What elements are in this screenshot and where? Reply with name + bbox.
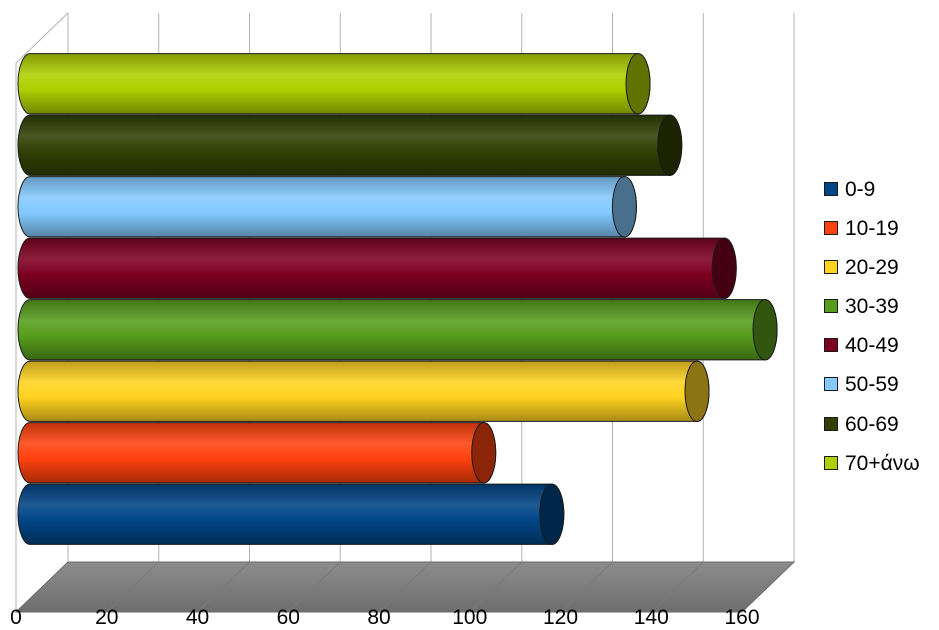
bar-body [17,299,778,361]
legend-swatch [824,221,838,236]
bar-end-cap [471,422,497,484]
bar-end-cap [539,483,565,545]
legend-item: 20-29 [824,256,934,295]
legend-swatch [824,182,838,196]
legend-swatch [824,299,838,314]
legend-swatch [824,260,838,275]
bar-end-cap [611,176,637,238]
bar-end-cap [711,237,737,299]
legend-label: 10-19 [845,217,899,241]
legend-label: 30-39 [845,295,899,319]
bar-end-cap [657,114,683,176]
side-wall-top-edge [15,12,69,64]
bar-body [17,114,683,176]
floor-gridline-20 [106,561,160,613]
x-tick-label: 120 [543,606,578,629]
bar-20-29 [17,360,710,422]
x-tick-label: 40 [186,606,209,629]
bar-body [17,360,710,422]
legend-swatch [824,455,838,470]
floor-gridline-80 [378,561,432,613]
floor-gridline-40 [197,561,250,613]
legend: 0-9 10-19 20-29 30-39 40-49 50-59 60-69 70+άνω [824,178,934,491]
x-tick-label: 100 [452,606,487,629]
bar-end-cap [625,53,651,115]
x-tick-label: 60 [277,606,300,629]
legend-label: 60-69 [845,412,899,436]
chart-floor [14,561,796,613]
bar-60-69 [17,114,683,176]
floor-gridline-120 [560,561,613,613]
legend-label: 0-9 [845,178,876,201]
bar-40-49 [17,237,737,299]
bar-10-19 [17,422,497,484]
legend-label: 70+άνω [845,451,920,475]
legend-item: 30-39 [824,295,934,334]
x-tick-label: 0 [10,606,22,629]
x-tick-label: 20 [95,606,118,629]
bar-30-39 [17,299,778,361]
x-axis-ticks: 0 20 40 60 80 100 120 140 160 [10,606,759,629]
bar-70+άνω [17,53,651,115]
legend-swatch [824,416,838,431]
bar-body [17,422,497,484]
floor-gridline-60 [287,561,341,613]
legend-label: 40-49 [845,334,899,358]
x-tick-label: 160 [724,606,759,629]
bars [17,53,778,545]
legend-item: 50-59 [824,373,934,412]
bar-0-9 [17,483,565,545]
x-tick-label: 140 [634,606,669,629]
legend-item: 70+άνω [824,452,934,491]
floor-gridline-140 [650,561,704,613]
bar-end-cap [684,360,710,422]
legend-item: 60-69 [824,413,934,452]
bar-body [17,53,651,115]
legend-item: 10-19 [824,217,934,256]
legend-swatch [824,338,838,353]
bar-body [17,176,637,238]
x-tick-label: 80 [367,606,390,629]
legend-swatch [824,377,838,392]
legend-item: 40-49 [824,334,934,373]
floor-gridline-100 [469,561,523,613]
bar-end-cap [752,299,778,361]
bar-50-59 [17,176,637,238]
legend-label: 20-29 [845,256,899,280]
legend-label: 50-59 [845,373,899,397]
bar-body [17,237,737,299]
bar-body [17,483,565,545]
legend-item: 0-9 [824,178,934,217]
